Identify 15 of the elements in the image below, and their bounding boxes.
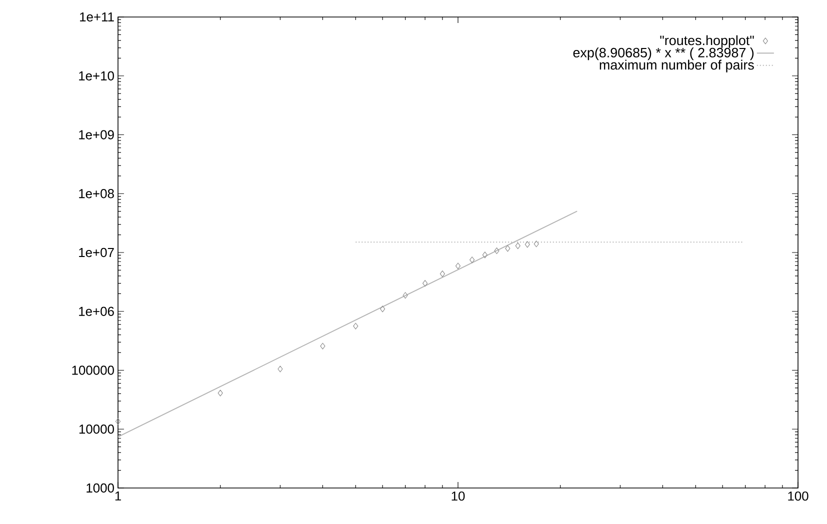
y-tick-label: 1e+08 [79,189,114,198]
y-tick-label: 1e+07 [79,248,114,258]
y-tick-label: 1e+09 [79,130,114,140]
y-tick-label: 1e+10 [79,71,114,80]
legend-label: maximum number of pairs [600,60,754,72]
x-tick-label: 100 [788,492,808,501]
legend-label: "routes.hopplot" [660,35,754,48]
y-tick-label: 1e+06 [79,306,114,316]
y-tick-label: 100000 [72,366,114,375]
legend-label: exp(8.90685) * x ** ( 2.83987 ) [573,48,754,60]
y-tick-label: 10000 [79,424,114,434]
y-tick-label: 1000 [86,483,114,493]
x-tick-label: 10 [452,492,465,501]
x-tick-label: 1 [115,492,121,500]
y-tick-label: 1e+11 [80,12,114,22]
